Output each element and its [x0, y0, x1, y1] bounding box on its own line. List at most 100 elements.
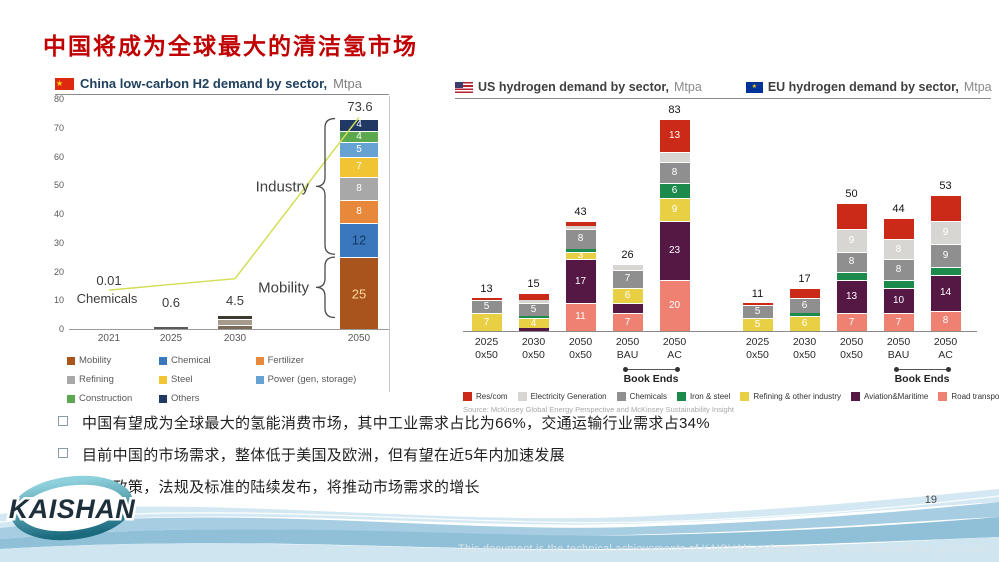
x-axis-label: 2030 0x50 — [510, 336, 557, 362]
legend-label: Construction — [79, 393, 133, 404]
bar-segment — [612, 302, 643, 314]
legend-chip — [159, 394, 167, 403]
bar-segment: 3 — [565, 249, 596, 261]
legend-item: Road transport — [938, 392, 999, 402]
bar-US-2050-AC: 83 20 23 9 6 8 13 — [659, 104, 690, 331]
bullet-square-icon — [58, 416, 68, 426]
bar-segment: 7 — [340, 156, 378, 177]
eu-cat-group: 2025 0x50 2030 0x50 2050 0x50 2050 BAU 2050 AC — [734, 336, 969, 362]
segment-value-label: 8 — [895, 264, 902, 276]
bar-segment: 5 — [742, 305, 773, 319]
book-ends-bracket: Book Ends — [893, 367, 951, 385]
bar-segment — [612, 264, 643, 270]
china-chart-legend: Mobility Chemical Fertilizer Refining Steel P… — [67, 355, 389, 404]
segment-value-label: 6 — [801, 299, 808, 311]
bar-segment: 8 — [836, 251, 867, 273]
footer-note: This document is the technical achieveme… — [458, 543, 991, 555]
eu-chart-title: EU hydrogen demand by sector, — [767, 80, 959, 94]
bar-segment — [883, 279, 914, 288]
legend-item: Chemical — [159, 355, 256, 366]
x-axis-label-line2: 0x50 — [793, 349, 816, 362]
book-ends-label: Book Ends — [623, 373, 679, 386]
legend-chip — [740, 392, 750, 402]
bar-segment: 9 — [930, 244, 961, 268]
us-eu-chart-headers: US hydrogen demand by sector, Mtpa ★ EU … — [455, 80, 992, 99]
y-axis-tick: 20 — [53, 266, 64, 277]
x-axis-label: 2025 0x50 — [463, 336, 510, 362]
legend-item: Res/com — [463, 392, 508, 402]
eu-chart-header: ★ EU hydrogen demand by sector, Mtpa — [745, 80, 992, 94]
segment-value-label: 20 — [668, 299, 681, 311]
bar-segment: 9 — [659, 197, 690, 221]
china-chart-header: ★ China low-carbon H2 demand by sector, … — [55, 76, 389, 95]
slide-footer: KAISHAN 19 This document is the technica… — [0, 472, 999, 562]
us-chart-header: US hydrogen demand by sector, Mtpa — [455, 80, 702, 94]
bar-total-label: 13 — [480, 282, 493, 295]
legend-label: Fertilizer — [267, 355, 305, 366]
bar-segment — [154, 327, 188, 329]
us-eu-chart-legend: Res/com Electricity Generation Chemicals Ir… — [463, 392, 999, 402]
legend-chip — [159, 356, 167, 365]
bracket-line — [622, 367, 680, 373]
us-eu-demand-chart: US hydrogen demand by sector, Mtpa ★ EU … — [455, 80, 999, 414]
legend-chip — [676, 392, 686, 402]
bar-segment: 8 — [340, 199, 378, 223]
x-axis-label-line1: 2050 — [886, 336, 911, 348]
legend-label: Steel — [171, 374, 193, 385]
bullet-item: 目前中国的市场需求，整体低于美国及欧洲，但有望在近5年内加速发展 — [58, 444, 710, 465]
bar-segment: 4 — [340, 130, 378, 143]
bar-segment: 5 — [518, 302, 549, 316]
segment-value-label: 3 — [577, 249, 584, 261]
us-eu-bars: 13 7 5 15 4 5 43 11 17 3 8 26 7 6 7 83 20 23 9 6 8 13 11 5 5 17 6 6… — [463, 104, 977, 332]
bar-slot: 11 5 5 — [734, 288, 781, 331]
bar-EU-2050-0x50: 50 7 13 8 9 — [836, 188, 867, 331]
bar-segment: 17 — [565, 259, 596, 303]
legend-label: Aviation&Maritime — [864, 392, 929, 402]
segment-value-label: 13 — [845, 290, 858, 302]
x-axis-label-line2: 0x50 — [522, 349, 545, 362]
bar-segment — [471, 297, 502, 301]
slide-title: 中国将成为全球最大的清洁氢市场 — [43, 33, 418, 59]
bar-total-label: 26 — [621, 249, 634, 262]
bar-segment: 13 — [836, 279, 867, 314]
segment-value-label: 8 — [848, 256, 855, 268]
segment-value-label: 9 — [942, 226, 949, 238]
bar-total-label: 43 — [574, 205, 587, 218]
bullet-list: 中国有望成为全球最大的氢能消费市场，其中工业需求占比为66%，交通运输行业需求占… — [58, 412, 710, 508]
bar-segment: 8 — [883, 238, 914, 260]
us-chart-title: US hydrogen demand by sector, — [478, 80, 670, 94]
bullet-text: 中国有望成为全球最大的氢能消费市场，其中工业需求占比为66%，交通运输行业需求占… — [82, 415, 710, 432]
bar-US-2050-BAU: 26 7 6 7 — [612, 249, 643, 331]
bar-EU-2030-0x50: 17 6 6 — [789, 273, 820, 331]
legend-chip — [67, 375, 75, 384]
legend-chip — [851, 392, 861, 402]
y-axis-tick: 80 — [53, 94, 64, 104]
bar-segment: 20 — [659, 279, 690, 331]
x-axis-label: 2050 BAU — [604, 336, 651, 362]
bar-segment: 23 — [659, 220, 690, 280]
bar-US-2025-0x50: 13 7 5 — [471, 283, 502, 331]
bar-segment: 13 — [659, 118, 690, 152]
legend-item: Mobility — [67, 355, 159, 366]
segment-value-label: 4 — [356, 119, 362, 131]
value-annotation: Chemicals — [76, 291, 138, 306]
legend-label: Chemical — [171, 355, 211, 366]
bar-segment — [565, 249, 596, 252]
segment-value-label: 6 — [801, 317, 808, 329]
bar-segment: 10 — [883, 287, 914, 314]
bar-slot: 43 11 17 3 8 — [557, 206, 604, 331]
x-axis-label: 2050 BAU — [875, 336, 922, 362]
legend-label: Res/com — [476, 392, 508, 402]
bracket-line — [893, 367, 951, 373]
legend-item: Refining — [67, 374, 159, 385]
bullet-item: 中国有望成为全球最大的氢能消费市场，其中工业需求占比为66%，交通运输行业需求占… — [58, 412, 710, 433]
segment-value-label: 25 — [351, 286, 367, 302]
bar-segment: 6 — [789, 297, 820, 314]
segment-value-label: 7 — [624, 316, 631, 328]
x-axis-label: 2050 0x50 — [557, 336, 604, 362]
bar-segment: 6 — [789, 315, 820, 331]
segment-value-label: 5 — [530, 303, 537, 315]
bullet-text: 相关政策，法规及标准的陆续发布，将推动市场需求的增长 — [82, 479, 480, 496]
x-axis-label-line1: 2050 — [615, 336, 640, 348]
us-eu-chart-body: 13 7 5 15 4 5 43 11 17 3 8 26 7 6 7 83 20 23 9 6 8 13 11 5 5 17 6 6… — [455, 104, 999, 414]
